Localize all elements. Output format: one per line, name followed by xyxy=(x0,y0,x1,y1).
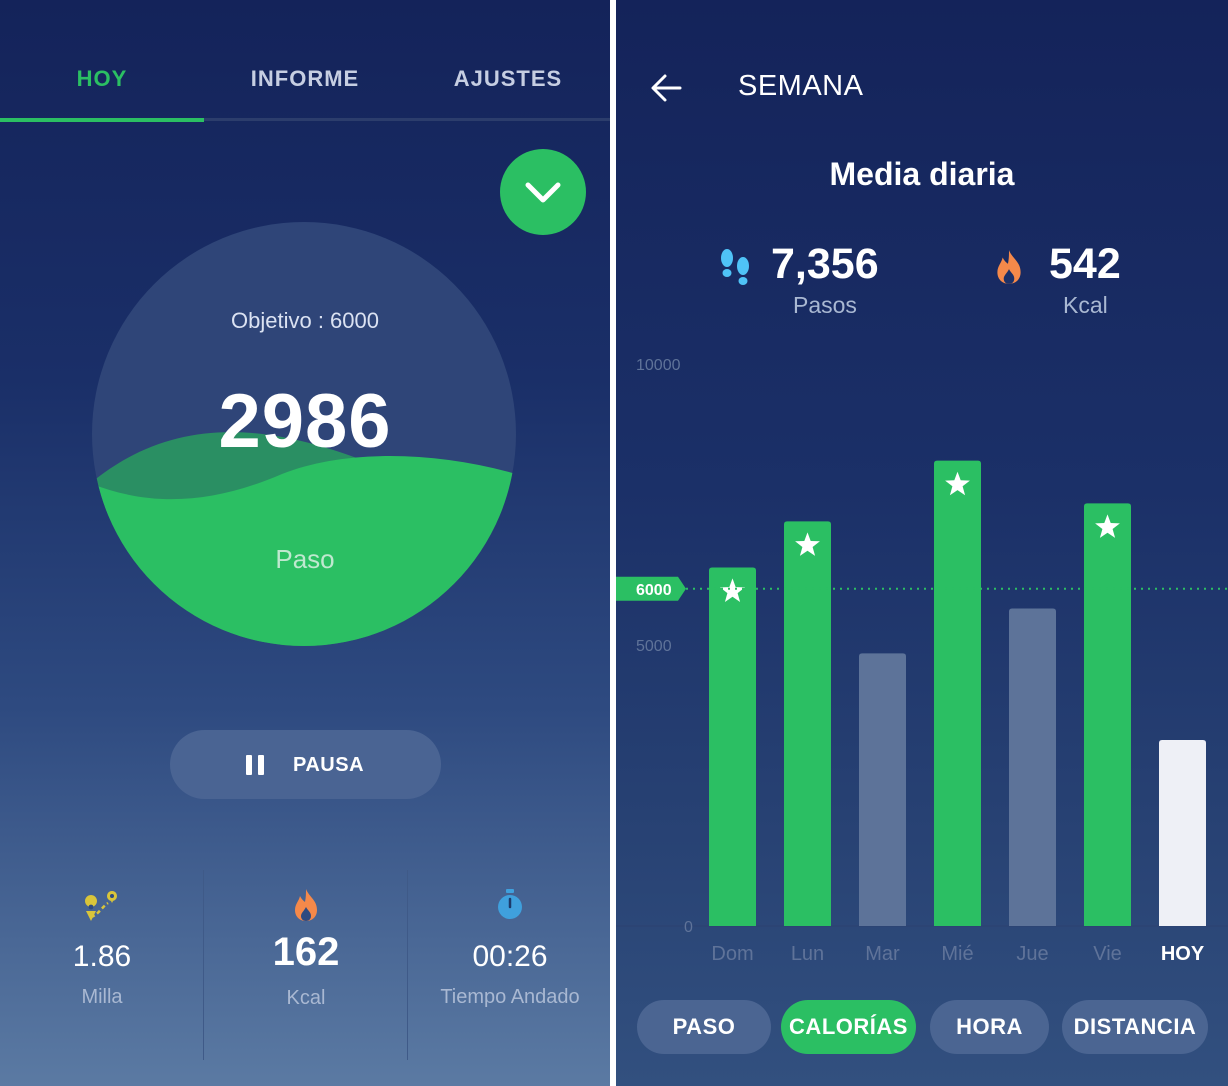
step-count-label: Paso xyxy=(275,544,335,574)
x-tick-label: Mié xyxy=(941,943,973,965)
star-icon xyxy=(945,471,970,496)
goal-text: Objetivo : 6000 xyxy=(231,308,379,333)
stat-distance: 1.86 Milla xyxy=(0,880,204,1009)
filter-paso[interactable]: PASO xyxy=(637,1000,771,1054)
filter-calorias[interactable]: CALORÍAS xyxy=(781,1000,916,1054)
screen-divider xyxy=(610,0,616,1086)
average-steps-value: 7,356 xyxy=(771,240,879,288)
stat-divider xyxy=(203,870,204,1060)
tab-hoy[interactable]: HOY xyxy=(76,66,128,91)
y-tick-label: 10000 xyxy=(636,357,681,374)
x-tick-label: Dom xyxy=(711,943,753,965)
pause-button[interactable]: PAUSA xyxy=(170,730,441,799)
distance-label: Milla xyxy=(81,986,123,1008)
bar-dom[interactable] xyxy=(709,567,756,926)
goal-tag-label: 6000 xyxy=(636,582,672,599)
daily-average-heading: Media diaria xyxy=(829,156,1015,192)
x-tick-label: Vie xyxy=(1093,943,1122,965)
gauge-fill-wave xyxy=(92,456,516,646)
pause-icon xyxy=(246,755,264,775)
active-tab-indicator xyxy=(0,118,204,122)
tab-ajustes[interactable]: AJUSTES xyxy=(453,66,563,91)
star-icon xyxy=(1095,514,1120,538)
collapse-button[interactable] xyxy=(500,149,586,235)
tab-underline xyxy=(0,118,610,122)
x-tick-label: Lun xyxy=(791,943,824,965)
pause-button-label: PAUSA xyxy=(293,754,365,776)
step-goal-gauge xyxy=(92,222,516,646)
time-value: 00:26 xyxy=(472,940,548,973)
goal-tag xyxy=(616,576,686,601)
bar-hoy[interactable] xyxy=(1159,739,1206,926)
y-tick-label: 0 xyxy=(684,919,693,936)
flame-icon xyxy=(295,889,317,921)
calories-label: Kcal xyxy=(286,987,326,1009)
star-icon xyxy=(720,578,745,602)
filter-hora[interactable]: HORA xyxy=(930,1000,1049,1054)
tab-informe[interactable]: INFORME xyxy=(250,66,360,91)
today-screen: HOY INFORME AJUSTES Objetivo : 6000 2986… xyxy=(0,0,610,1086)
stat-calories: 162 Kcal xyxy=(204,880,408,1010)
page-title: SEMANA xyxy=(738,70,864,102)
bar-vie[interactable] xyxy=(1084,503,1131,926)
footsteps-icon xyxy=(721,249,749,285)
stat-divider xyxy=(407,870,408,1060)
bar-jue[interactable] xyxy=(1009,608,1056,926)
metric-filter-bar: PASO CALORÍAS HORA DISTANCIA xyxy=(616,1000,1228,1054)
average-steps-unit: Pasos xyxy=(793,292,857,318)
distance-value: 1.86 xyxy=(72,940,132,973)
average-calories-unit: Kcal xyxy=(1063,292,1108,318)
x-tick-label: HOY xyxy=(1161,943,1205,965)
stat-time: 00:26 Tiempo Andado xyxy=(408,880,610,1009)
chevron-down-icon xyxy=(525,182,561,203)
bar-mar[interactable] xyxy=(859,653,906,926)
arrow-left-icon[interactable] xyxy=(650,72,684,104)
time-label: Tiempo Andado xyxy=(440,986,580,1008)
route-pin-icon xyxy=(85,891,117,921)
top-tab-bar: HOY INFORME AJUSTES xyxy=(0,0,610,122)
star-icon xyxy=(795,532,820,556)
x-tick-label: Jue xyxy=(1016,943,1048,965)
step-count: 2986 xyxy=(218,379,392,464)
calories-value: 162 xyxy=(272,930,340,974)
week-screen: SEMANA Media diaria 7,356 Pasos 542 Kcal… xyxy=(616,0,1228,1086)
filter-distancia[interactable]: DISTANCIA xyxy=(1062,1000,1208,1054)
bar-lun[interactable] xyxy=(784,521,831,926)
y-tick-label: 5000 xyxy=(636,638,672,655)
stopwatch-icon xyxy=(498,889,522,919)
bar-mié[interactable] xyxy=(934,460,981,926)
flame-icon xyxy=(997,250,1021,284)
x-tick-label: Mar xyxy=(865,943,900,965)
average-calories-value: 542 xyxy=(1049,240,1121,288)
weekly-bar-chart: 0 5000 10000 Dom Lun Mar Mié Jue Vie HOY 6000 xyxy=(616,357,1228,965)
